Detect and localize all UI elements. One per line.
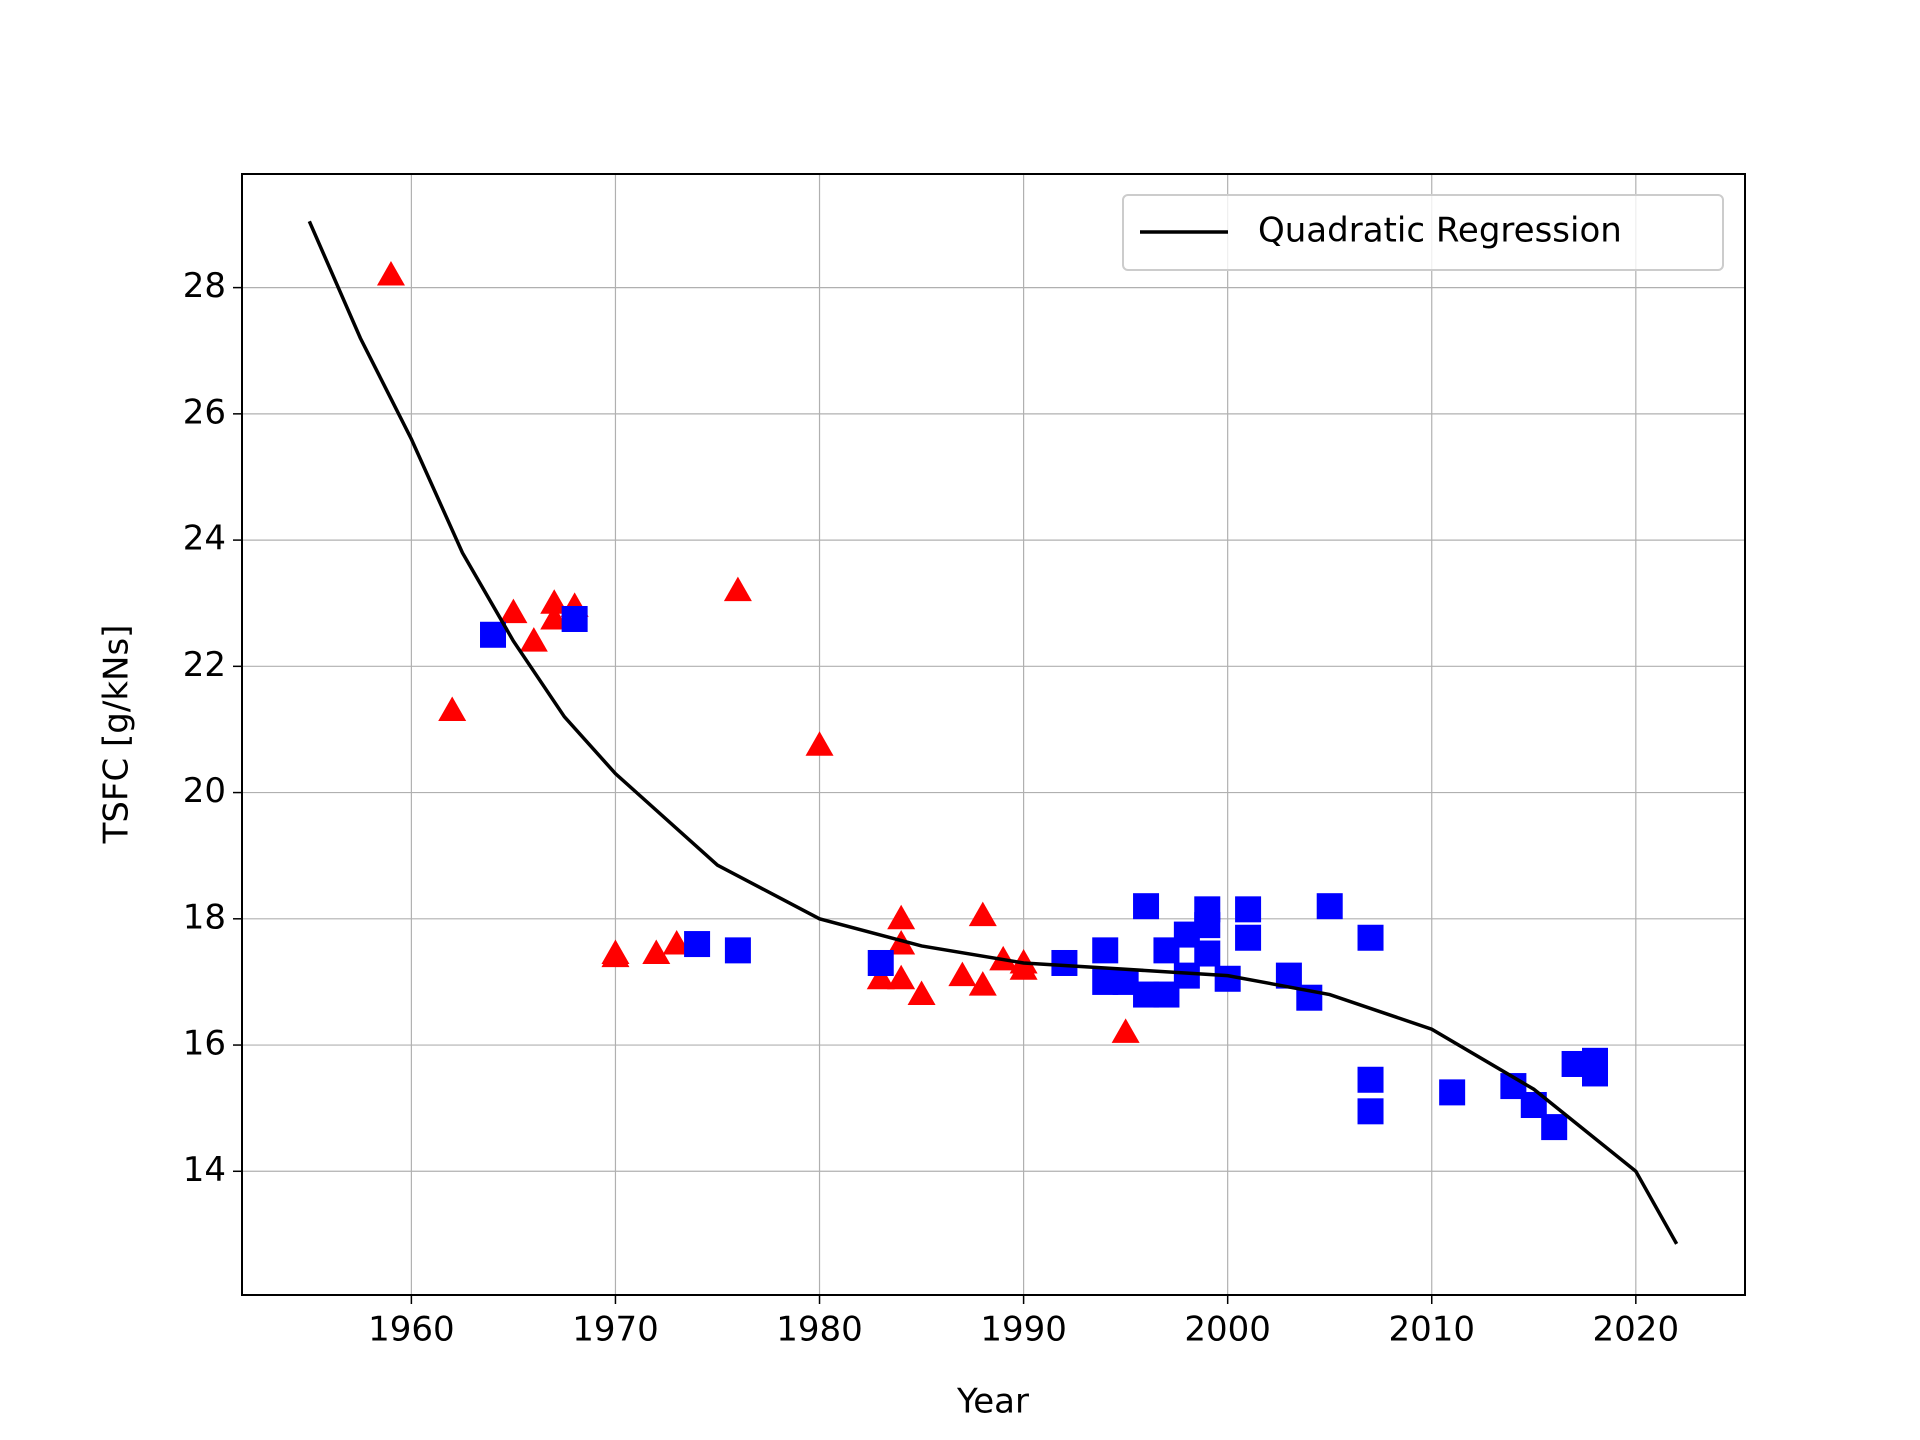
triangle-marker [601, 942, 630, 968]
square-marker [1235, 896, 1262, 923]
x-tick-label: 1990 [980, 1310, 1067, 1350]
triangle-marker [866, 964, 895, 990]
y-tick-label: 26 [183, 392, 226, 432]
triangle-marker [968, 971, 997, 996]
square-marker [1357, 1098, 1384, 1125]
triangle-marker [662, 930, 691, 955]
triangle-marker [376, 260, 405, 286]
x-tick-label: 2020 [1593, 1310, 1680, 1350]
square-marker [1439, 1079, 1466, 1106]
triangle-marker [1111, 1018, 1140, 1043]
x-tick-label: 1970 [572, 1310, 659, 1350]
y-tick-label: 28 [183, 266, 226, 306]
triangle-marker [1009, 955, 1038, 980]
square-marker [1194, 912, 1221, 939]
x-tick-label: 2000 [1184, 1310, 1271, 1350]
square-marker [724, 937, 751, 964]
x-axis-label: Year [956, 1382, 1029, 1422]
square-marker [1092, 937, 1119, 964]
y-axis-label: TSFC [g/kNs] [97, 625, 137, 845]
square-marker [684, 931, 711, 958]
y-tick-label: 14 [183, 1150, 226, 1190]
square-marker [1235, 924, 1262, 951]
triangle-marker [948, 961, 977, 987]
square-marker [1051, 949, 1078, 976]
y-tick-label: 16 [183, 1024, 226, 1064]
square-marker [867, 949, 894, 976]
legend-label: Quadratic Regression [1258, 211, 1622, 251]
legend-box [1122, 194, 1724, 271]
square-marker [1582, 1060, 1609, 1087]
triangle-marker [519, 627, 548, 652]
square-marker [480, 621, 507, 648]
x-tick-label: 1960 [368, 1310, 455, 1350]
square-marker [1194, 940, 1221, 967]
triangle-marker [887, 964, 916, 990]
triangle-marker [499, 598, 528, 624]
triangle-marker [642, 939, 671, 965]
x-tick-label: 1980 [776, 1310, 863, 1350]
triangle-marker [723, 576, 752, 602]
square-marker [561, 605, 588, 632]
plot-frame [241, 173, 1746, 1296]
square-marker [1357, 1066, 1384, 1093]
square-marker [1541, 1114, 1568, 1141]
y-tick-label: 20 [183, 771, 226, 811]
square-marker [1173, 962, 1200, 989]
triangle-marker [887, 904, 916, 930]
triangle-marker [540, 604, 569, 630]
triangle-marker [805, 731, 834, 756]
triangle-marker [968, 901, 997, 927]
regression-line [307, 220, 1679, 1245]
square-marker [1133, 893, 1160, 920]
triangle-marker [907, 980, 936, 1006]
y-tick-label: 24 [183, 519, 226, 559]
square-marker [1357, 924, 1384, 951]
square-marker [1316, 893, 1343, 920]
y-tick-label: 22 [183, 645, 226, 685]
triangle-marker [540, 589, 569, 614]
triangle-marker [438, 696, 467, 722]
y-tick-label: 18 [183, 897, 226, 937]
x-tick-label: 2010 [1388, 1310, 1475, 1350]
